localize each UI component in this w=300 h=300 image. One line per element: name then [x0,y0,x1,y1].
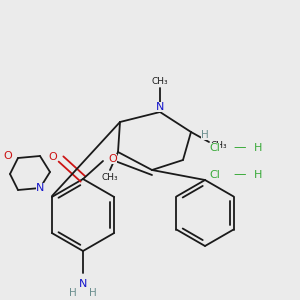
Text: O: O [49,152,57,162]
Text: CH₃: CH₃ [102,173,118,182]
Text: N: N [79,279,87,289]
Text: O: O [109,154,117,164]
Text: O: O [4,151,12,161]
Text: N: N [156,102,164,112]
Text: Cl: Cl [210,143,220,153]
Text: CH₃: CH₃ [211,140,227,149]
Text: H: H [201,130,209,140]
Text: H: H [89,288,97,298]
Text: H: H [254,143,262,153]
Text: N: N [36,183,44,193]
Text: —: — [234,169,246,182]
Text: H: H [69,288,77,298]
Text: —: — [234,142,246,154]
Text: H: H [254,170,262,180]
Text: Cl: Cl [210,170,220,180]
Text: CH₃: CH₃ [152,76,168,85]
